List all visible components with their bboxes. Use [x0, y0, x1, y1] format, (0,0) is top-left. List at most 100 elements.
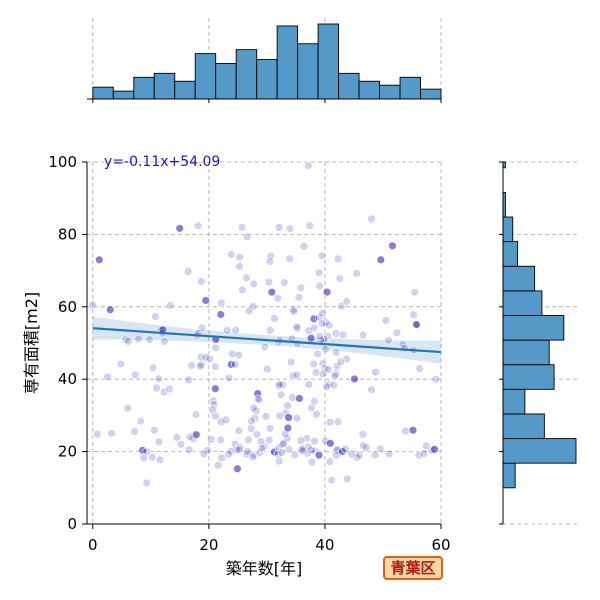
- y-hist-bar: [502, 315, 565, 341]
- scatter-point: [330, 371, 340, 380]
- scatter-point: [310, 436, 319, 446]
- y-tick-label: 60: [58, 298, 77, 316]
- scatter-point: [277, 448, 287, 457]
- scatter-point: [317, 319, 326, 328]
- scatter-point: [327, 475, 336, 485]
- scatter-point: [376, 255, 385, 264]
- x-hist-bar: [92, 86, 114, 100]
- y-hist-bar: [502, 462, 516, 489]
- scatter-point: [311, 368, 321, 377]
- scatter-point: [325, 457, 335, 466]
- scatter-point: [201, 353, 211, 362]
- x-histogram-panel: [87, 18, 442, 103]
- scatter-point: [175, 224, 184, 233]
- y-hist-bar: [502, 364, 555, 390]
- scatter-point: [289, 307, 298, 316]
- scatter-point: [315, 281, 324, 291]
- scatter-point: [408, 426, 418, 435]
- scatter-point: [154, 374, 163, 383]
- x-tick-label: 20: [199, 536, 218, 554]
- scatter-point: [234, 350, 243, 360]
- scatter-point: [244, 306, 254, 316]
- scatter-point: [261, 412, 271, 421]
- scatter-point: [350, 374, 359, 384]
- scatter-point: [314, 268, 324, 277]
- scatter-point: [253, 394, 263, 404]
- scatter-point: [409, 310, 418, 320]
- scatter-point: [216, 310, 226, 319]
- scatter-point: [211, 362, 220, 371]
- x-hist-bar: [112, 90, 135, 100]
- scatter-point: [318, 359, 327, 368]
- scatter-point: [124, 337, 133, 346]
- scatter-point: [431, 375, 440, 384]
- scatter-point: [338, 330, 348, 340]
- scatter-point: [298, 446, 307, 455]
- scatter-point: [88, 300, 98, 309]
- scatter-point: [292, 414, 302, 423]
- scatter-point: [275, 380, 284, 389]
- scatter-point: [230, 360, 240, 369]
- scatter-point: [247, 416, 256, 426]
- scatter-point: [326, 439, 335, 448]
- scatter-point: [134, 334, 143, 343]
- scatter-point: [251, 406, 261, 415]
- scatter-point: [309, 314, 319, 323]
- scatter-point: [252, 430, 261, 439]
- scatter-point: [419, 449, 429, 458]
- scatter-point: [107, 429, 116, 438]
- scatter-point: [196, 352, 206, 362]
- scatter-point: [191, 410, 201, 419]
- x-hist-bar: [133, 76, 155, 100]
- scatter-point: [184, 267, 193, 276]
- x-hist-bar: [153, 72, 176, 100]
- scatter-point: [385, 449, 394, 458]
- scatter-point: [192, 430, 201, 439]
- scatter-point: [238, 285, 247, 294]
- scatter-point: [304, 161, 313, 170]
- scatter-point: [331, 329, 341, 338]
- scatter-point: [265, 435, 274, 445]
- scatter-point: [337, 302, 346, 311]
- scatter-point: [318, 369, 328, 379]
- y-tick-label: 40: [58, 370, 77, 388]
- scatter-point: [358, 330, 368, 340]
- scatter-point: [211, 384, 220, 393]
- scatter-point: [415, 364, 424, 373]
- scatter-point: [249, 403, 258, 413]
- scatter-point: [211, 411, 220, 421]
- scatter-point: [355, 451, 364, 460]
- scatter-point: [275, 456, 284, 466]
- scatter-point: [318, 309, 327, 318]
- scatter-point: [235, 262, 244, 271]
- scatter-point: [255, 395, 264, 405]
- y-hist-bar: [502, 241, 519, 267]
- scatter-point: [333, 417, 343, 426]
- scatter-point: [283, 423, 292, 433]
- scatter-point: [154, 437, 164, 446]
- scatter-point: [284, 445, 294, 454]
- scatter-point: [165, 384, 174, 394]
- scatter-point: [276, 390, 286, 400]
- scatter-point: [280, 278, 289, 287]
- scatter-point: [142, 478, 151, 488]
- scatter-point: [335, 274, 344, 283]
- scatter-point: [306, 334, 316, 343]
- scatter-point: [331, 348, 341, 357]
- scatter-point: [228, 349, 237, 358]
- scatter-point: [123, 404, 132, 413]
- scatter-point: [103, 372, 112, 381]
- x-tick-label: 0: [88, 536, 98, 554]
- scatter-point: [285, 224, 295, 233]
- scatter-point: [422, 441, 431, 450]
- scatter-point: [244, 435, 253, 445]
- scatter-point: [332, 451, 341, 460]
- scatter-point: [160, 337, 169, 346]
- regression-line: [92, 327, 442, 354]
- scatter-point: [260, 342, 269, 352]
- regression-equation: y=-0.11x+54.09: [104, 154, 220, 170]
- scatter-point: [305, 221, 314, 230]
- scatter-point: [150, 426, 159, 435]
- scatter-point: [221, 415, 231, 425]
